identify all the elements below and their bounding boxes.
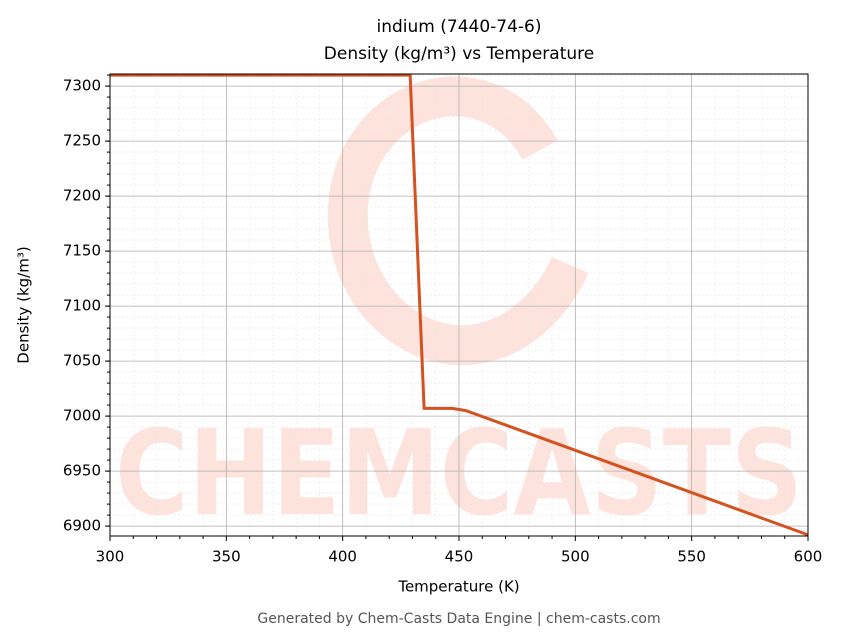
x-tick-label: 450 xyxy=(445,548,474,566)
x-tick-label: 500 xyxy=(561,548,590,566)
footer: Generated by Chem-Casts Data Engine | ch… xyxy=(257,611,660,627)
data-line xyxy=(110,73,809,537)
watermark-logo xyxy=(327,76,589,366)
y-tick-label: 7150 xyxy=(63,242,101,260)
x-tick-label: 400 xyxy=(328,548,357,566)
plot-frame xyxy=(109,73,809,537)
x-axis-label: Temperature (K) xyxy=(397,578,519,596)
x-tick-label: 550 xyxy=(677,548,706,566)
y-tick-label: 6900 xyxy=(63,517,101,535)
y-tick-label: 7300 xyxy=(63,77,101,95)
y-tick-label: 7000 xyxy=(63,407,101,425)
y-tick-label: 6950 xyxy=(63,462,101,480)
y-tick-label: 7250 xyxy=(63,132,101,150)
y-tick-label: 7050 xyxy=(63,352,101,370)
y-axis-label: Density (kg/m³) xyxy=(15,246,33,363)
y-tick-label: 7100 xyxy=(63,297,101,315)
y-tick-label: 7200 xyxy=(63,187,101,205)
x-tick-label: 350 xyxy=(212,548,241,566)
chart-subtitle: Density (kg/m³) vs Temperature xyxy=(324,44,594,64)
x-tick-label: 600 xyxy=(794,548,823,566)
chart-title: indium (7440-74-6) xyxy=(377,17,542,37)
x-tick-label: 300 xyxy=(96,548,125,566)
